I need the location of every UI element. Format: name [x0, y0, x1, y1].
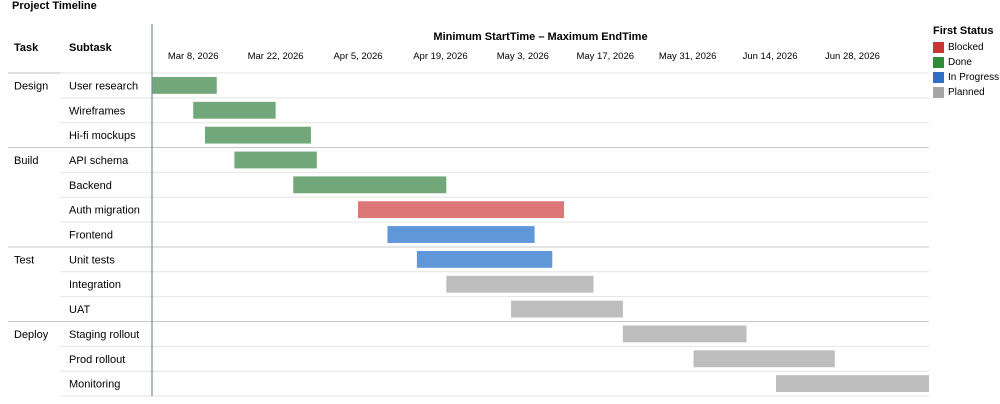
- legend-item: Planned: [933, 85, 999, 100]
- gantt-bar: [358, 201, 565, 219]
- gantt-bar: [511, 300, 623, 318]
- legend-items: Blocked Done In Progress Planned: [933, 40, 999, 100]
- legend-item: Done: [933, 55, 999, 70]
- subtask-label: Prod rollout: [69, 354, 125, 366]
- gantt-bar: [775, 375, 929, 393]
- legend-label: Planned: [948, 87, 985, 98]
- subtask-label: Hi-fi mockups: [69, 130, 136, 142]
- subtask-label: Staging rollout: [69, 329, 139, 341]
- gantt-bar: [204, 126, 311, 144]
- legend-swatch: [933, 42, 944, 53]
- x-tick-label: Apr 5, 2026: [333, 51, 382, 62]
- gantt-chart: Minimum StartTime – Maximum EndTime Task S…: [8, 24, 929, 397]
- legend-swatch: [933, 87, 944, 98]
- legend-title: First Status: [933, 25, 994, 37]
- subtask-label: API schema: [69, 155, 129, 167]
- x-tick-label: Jun 14, 2026: [743, 51, 798, 62]
- legend-label: Done: [948, 57, 972, 68]
- legend-swatch: [933, 72, 944, 83]
- task-label: Deploy: [14, 329, 49, 341]
- subtask-label: Auth migration: [69, 205, 140, 217]
- subtask-label: User research: [69, 80, 138, 92]
- legend-label: Blocked: [948, 42, 984, 53]
- subtask-label: UAT: [69, 304, 90, 316]
- task-label: Design: [14, 80, 48, 92]
- x-tick-label: Jun 28, 2026: [825, 51, 880, 62]
- legend-label: In Progress: [948, 72, 1000, 83]
- subtask-label: Frontend: [69, 230, 113, 242]
- task-label: Build: [14, 155, 38, 167]
- column-header-task: Task: [14, 42, 39, 54]
- legend-item: Blocked: [933, 40, 999, 55]
- x-tick-label: Mar 8, 2026: [168, 51, 219, 62]
- gantt-bar: [693, 350, 835, 368]
- chart-title: Minimum StartTime – Maximum EndTime: [433, 31, 647, 43]
- legend: First Status Blocked Done In Progress Plann…: [933, 25, 999, 100]
- gantt-bar: [293, 176, 447, 194]
- x-tick-label: May 31, 2026: [659, 51, 717, 62]
- x-tick-label: May 3, 2026: [497, 51, 549, 62]
- task-label: Test: [14, 254, 34, 266]
- gantt-bar: [152, 77, 217, 94]
- legend-swatch: [933, 57, 944, 68]
- x-tick-label: May 17, 2026: [576, 51, 634, 62]
- column-header-subtask: Subtask: [69, 42, 113, 54]
- gantt-bar: [446, 275, 594, 293]
- gantt-bar: [416, 250, 553, 268]
- legend-item: In Progress: [933, 70, 999, 85]
- x-tick-label: Mar 22, 2026: [248, 51, 304, 62]
- gantt-bar: [387, 226, 535, 243]
- page-title: Project Timeline: [12, 0, 97, 12]
- subtask-label: Unit tests: [69, 254, 115, 266]
- subtask-label: Integration: [69, 279, 121, 291]
- subtask-label: Monitoring: [69, 379, 120, 391]
- subtask-label: Backend: [69, 180, 112, 192]
- gantt-bar: [234, 151, 317, 169]
- subtask-label: Wireframes: [69, 105, 126, 117]
- x-tick-label: Apr 19, 2026: [413, 51, 467, 62]
- gantt-bar: [193, 101, 276, 119]
- gantt-bar: [622, 325, 747, 343]
